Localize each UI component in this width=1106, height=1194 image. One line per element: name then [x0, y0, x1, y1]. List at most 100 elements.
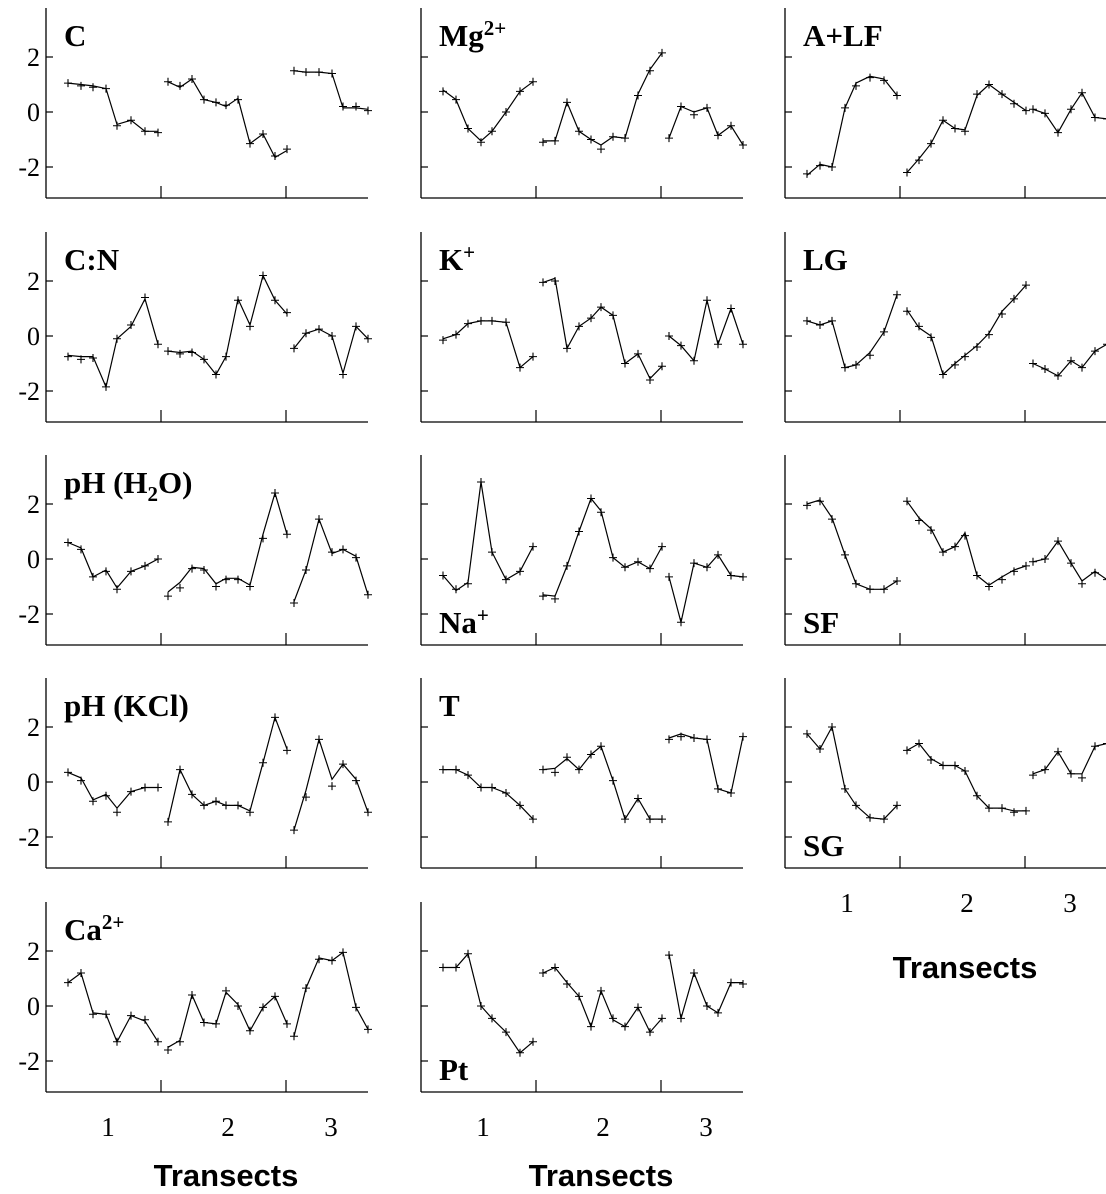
panel-Na: Na+: [420, 455, 747, 646]
data-point-marker: [985, 582, 993, 591]
series-line-transect-3: [668, 733, 744, 794]
data-point-marker: [89, 354, 97, 362]
data-point-marker: [893, 290, 901, 299]
data-point-marker: [597, 742, 605, 751]
data-point-marker: [77, 355, 85, 364]
data-point-marker: [551, 136, 559, 145]
data-point-marker: [539, 765, 547, 774]
data-point-marker: [234, 1002, 242, 1010]
panel-CN: 2 0 -2 C:N: [18, 232, 372, 423]
data-point-marker: [563, 753, 571, 762]
data-point-marker: [154, 555, 162, 563]
data-point-marker: [477, 478, 485, 486]
data-point-marker: [1054, 537, 1062, 546]
data-point-marker: [609, 132, 617, 141]
data-point-marker: [1078, 88, 1086, 97]
data-point-marker: [164, 1046, 172, 1054]
data-point-marker: [222, 575, 230, 584]
data-point-marker: [302, 566, 310, 574]
data-point-marker: [154, 340, 162, 349]
data-point-marker: [903, 307, 911, 316]
transect-label: 3: [324, 1112, 338, 1142]
series-line-transect-2: [906, 742, 1026, 812]
data-point-marker: [352, 322, 360, 331]
data-point-marker: [352, 102, 360, 111]
data-point-marker: [222, 101, 230, 110]
panel-label: Pt: [439, 1052, 469, 1087]
series-line-transect-1: [67, 297, 159, 389]
data-point-marker: [727, 571, 735, 580]
y-tick-label: -2: [18, 377, 40, 406]
data-point-marker: [200, 1018, 208, 1027]
data-point-marker: [816, 497, 824, 506]
data-point-marker: [64, 352, 72, 361]
data-point-marker: [597, 986, 605, 995]
y-tick-label: 0: [27, 768, 40, 797]
data-point-marker: [212, 370, 220, 379]
data-point-marker: [439, 963, 447, 972]
data-point-marker: [452, 330, 460, 339]
data-point-marker: [927, 756, 935, 764]
data-point-marker: [516, 1048, 524, 1057]
data-point-marker: [529, 352, 537, 361]
data-point-marker: [113, 334, 121, 343]
panel-label: SF: [803, 605, 839, 640]
data-point-marker: [488, 127, 496, 136]
data-point-marker: [102, 382, 110, 391]
data-point-marker: [154, 1037, 162, 1046]
data-point-marker: [973, 90, 981, 99]
data-point-marker: [352, 1003, 360, 1012]
data-point-marker: [352, 776, 360, 785]
transect-label: 1: [840, 888, 854, 918]
data-point-marker: [985, 804, 993, 813]
data-point-marker: [961, 127, 969, 136]
data-point-marker: [302, 984, 310, 993]
data-point-marker: [677, 102, 685, 111]
data-point-marker: [154, 783, 162, 792]
data-point-marker: [866, 813, 874, 822]
data-point-marker: [665, 134, 673, 143]
panel-label: T: [439, 688, 460, 723]
series-line-transect-1: [806, 499, 898, 590]
data-point-marker: [212, 1019, 220, 1028]
data-point-marker: [352, 553, 360, 562]
data-point-marker: [866, 351, 874, 360]
data-point-marker: [690, 110, 698, 119]
data-point-marker: [1078, 773, 1086, 782]
data-point-marker: [212, 582, 220, 591]
data-point-marker: [283, 746, 291, 755]
data-point-marker: [200, 801, 208, 810]
data-point-marker: [915, 516, 923, 525]
series-line-transect-1: [443, 952, 534, 1054]
data-point-marker: [1067, 105, 1075, 114]
data-point-marker: [77, 969, 85, 977]
data-point-marker: [464, 124, 472, 133]
data-point-marker: [739, 340, 747, 349]
data-point-marker: [903, 497, 911, 506]
data-point-marker: [188, 348, 196, 357]
series-line-transect-2: [167, 273, 288, 376]
data-point-marker: [141, 1015, 149, 1024]
data-point-marker: [502, 789, 510, 797]
data-point-marker: [1041, 365, 1049, 373]
data-point-marker: [439, 765, 447, 774]
data-point-marker: [893, 801, 901, 810]
series-line-transect-1: [67, 82, 158, 132]
data-point-marker: [339, 545, 347, 554]
data-point-marker: [102, 1010, 110, 1019]
series-line-transect-2: [167, 78, 288, 159]
data-point-marker: [1010, 294, 1018, 303]
series-line-transect-1: [67, 972, 159, 1044]
data-point-marker: [364, 590, 372, 599]
data-point-marker: [64, 538, 72, 547]
data-point-marker: [502, 1028, 510, 1037]
data-point-marker: [841, 363, 849, 372]
data-point-marker: [502, 575, 510, 584]
panel-label: Ca2+: [64, 910, 124, 947]
data-point-marker: [1029, 557, 1037, 566]
data-point-marker: [364, 106, 372, 115]
data-point-marker: [1103, 579, 1106, 581]
data-point-marker: [927, 333, 935, 342]
data-point-marker: [200, 355, 208, 364]
